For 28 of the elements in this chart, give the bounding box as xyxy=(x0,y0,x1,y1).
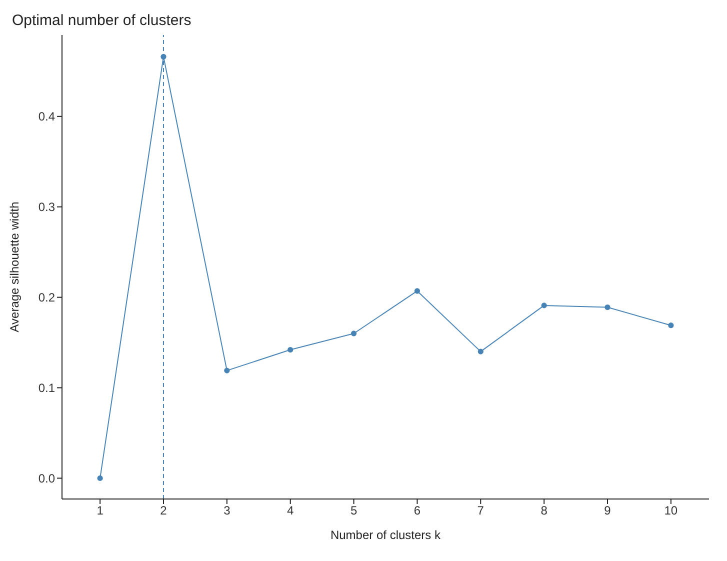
x-tick-label: 1 xyxy=(96,504,104,518)
x-axis-title: Number of clusters k xyxy=(330,528,442,542)
y-tick-label: 0.0 xyxy=(38,471,56,486)
point xyxy=(541,302,547,308)
x-tick-label: 9 xyxy=(604,504,612,518)
point xyxy=(160,54,166,60)
y-tick-label: 0.2 xyxy=(38,290,56,305)
point xyxy=(350,330,357,336)
point xyxy=(668,322,674,328)
x-tick-label: 8 xyxy=(540,504,548,518)
y-tick-label: 0.3 xyxy=(38,200,56,214)
point xyxy=(414,288,420,294)
x-tick-label: 7 xyxy=(477,504,484,518)
chart-title: Optimal number of clusters xyxy=(12,12,192,29)
point xyxy=(288,346,294,353)
y-axis-title: Average silhouette width xyxy=(7,202,22,332)
point xyxy=(97,475,103,481)
point xyxy=(478,348,484,354)
x-tick-label: 3 xyxy=(224,504,231,518)
x-tick-label: 5 xyxy=(350,504,358,518)
x-tick-label: 10 xyxy=(664,504,678,518)
y-tick-label: 0.1 xyxy=(38,381,56,396)
y-tick-label: 0.4 xyxy=(38,110,56,124)
x-tick-label: 6 xyxy=(414,504,421,518)
point xyxy=(604,304,610,310)
point xyxy=(224,368,230,374)
x-tick-label: 2 xyxy=(160,504,168,518)
x-tick-label: 4 xyxy=(287,504,294,518)
